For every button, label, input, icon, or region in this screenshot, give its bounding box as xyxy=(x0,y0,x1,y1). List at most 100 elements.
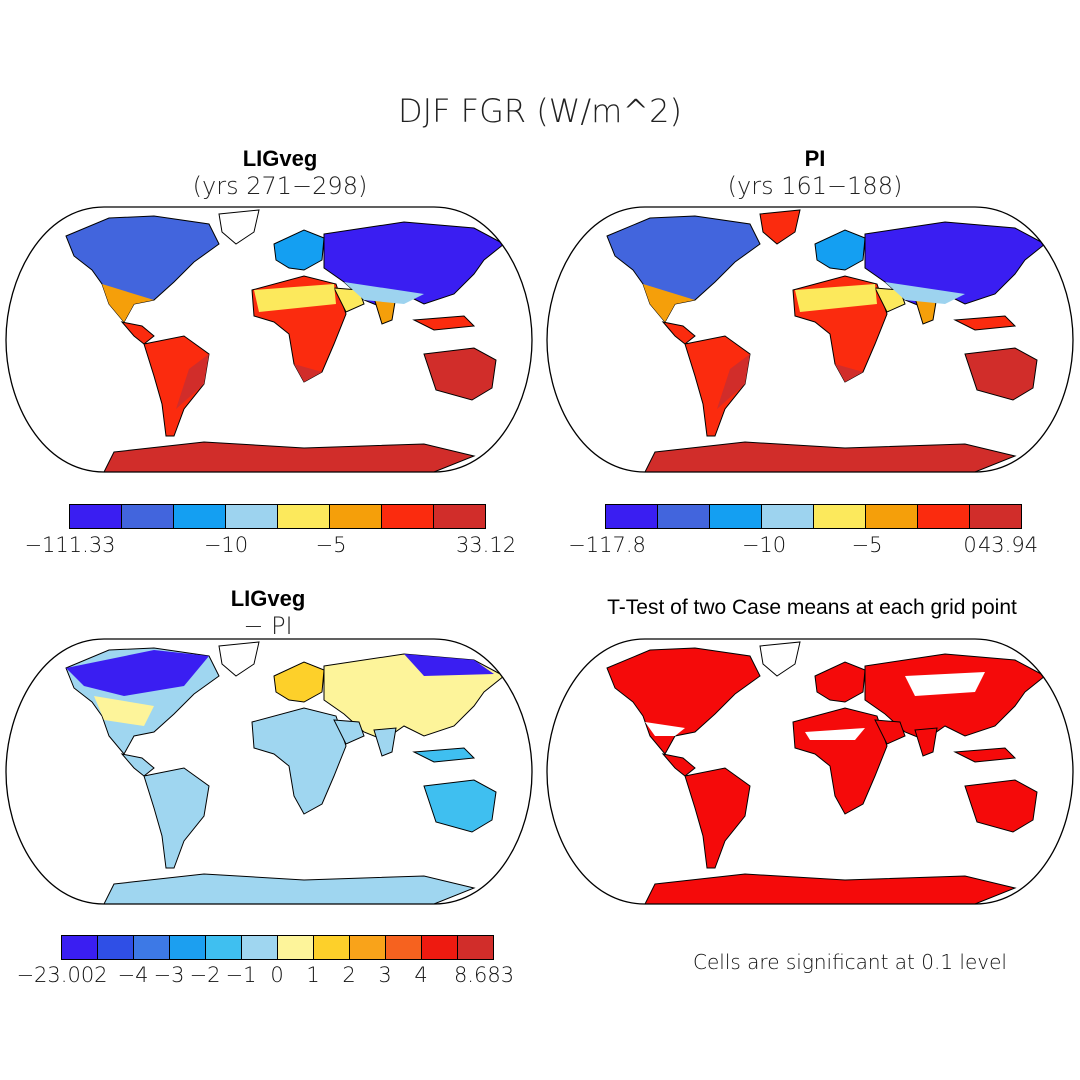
colorbar-swatch xyxy=(174,505,226,528)
colorbar-swatch xyxy=(70,505,122,528)
colorbar-swatch xyxy=(710,505,762,528)
panel-4-note: Cells are significant at 0.1 level xyxy=(693,950,1007,974)
colorbar-swatch xyxy=(970,505,1021,528)
map-antarctica xyxy=(644,441,1017,472)
map-samerica xyxy=(143,767,210,869)
colorbar-swatch xyxy=(458,936,493,959)
panel-1-subtitle: (yrs 271−298) xyxy=(192,172,368,200)
map-af-south xyxy=(835,364,863,382)
map-australia xyxy=(423,779,497,833)
panel-2-subtitle: (yrs 161−188) xyxy=(727,172,903,200)
map-central-asia xyxy=(885,282,965,304)
colorbar-swatch xyxy=(350,936,386,959)
map-greenland xyxy=(759,641,801,677)
map-sahara xyxy=(795,284,877,312)
map-antarctica xyxy=(103,441,476,472)
map-europe xyxy=(814,661,866,703)
panel-1-title: LIGveg xyxy=(242,146,318,171)
map-camerica xyxy=(661,753,696,777)
colorbar-swatch xyxy=(382,505,434,528)
colorbar-swatch xyxy=(62,936,98,959)
map-australia xyxy=(964,779,1038,833)
colorbar-swatch xyxy=(866,505,918,528)
colorbar-swatch xyxy=(762,505,814,528)
colorbar-swatch xyxy=(330,505,382,528)
map-samerica xyxy=(684,767,751,869)
colorbar-tick-label: −2 xyxy=(189,963,221,987)
colorbar-swatch xyxy=(226,505,278,528)
map-boundary xyxy=(546,638,1074,905)
panel-4-title: T-Test of two Case means at each grid po… xyxy=(607,596,1017,619)
colorbar-tick-label: −23.002 xyxy=(16,963,108,987)
map-australia xyxy=(964,347,1038,401)
colorbar-tick-label: 3 xyxy=(378,963,392,987)
panel-3-colorbar xyxy=(61,935,494,960)
colorbar-tick-label: −3 xyxy=(153,963,185,987)
map-central-asia xyxy=(344,282,424,304)
map-indonesia xyxy=(953,315,1017,331)
colorbar-tick-label: 8.683 xyxy=(453,963,515,987)
colorbar-tick-label: −10 xyxy=(203,533,249,557)
map-us-warm xyxy=(102,284,154,322)
map-camerica xyxy=(661,321,696,345)
map-india xyxy=(914,727,938,757)
colorbar-tick-label: 0 xyxy=(270,963,284,987)
colorbar-swatch xyxy=(98,936,134,959)
panel-1-colorbar xyxy=(69,504,486,529)
colorbar-tick-label: 1 xyxy=(306,963,320,987)
map-sa-south xyxy=(176,354,209,409)
map-greenland xyxy=(218,641,260,677)
panel-2-colorbar xyxy=(605,504,1022,529)
colorbar-swatch xyxy=(658,505,710,528)
colorbar-tick-label: −4 xyxy=(117,963,149,987)
map-camerica xyxy=(120,753,155,777)
colorbar-tick-label: −5 xyxy=(851,533,883,557)
map-arabia xyxy=(874,287,906,313)
map-india xyxy=(373,727,397,757)
panel-1-map xyxy=(5,206,533,473)
colorbar-tick-label: −1 xyxy=(225,963,257,987)
map-camerica xyxy=(120,321,155,345)
map-greenland xyxy=(218,209,260,245)
map-asia xyxy=(864,653,1046,741)
map-europe xyxy=(273,229,325,271)
map-siberia-cold xyxy=(404,654,494,676)
map-arabia xyxy=(333,287,365,313)
map-boundary xyxy=(546,206,1074,473)
map-greenland xyxy=(759,209,801,245)
map-samerica xyxy=(143,335,210,437)
colorbar-swatch xyxy=(918,505,970,528)
map-indonesia xyxy=(412,747,476,763)
colorbar-swatch xyxy=(422,936,458,959)
colorbar-swatch xyxy=(134,936,170,959)
colorbar-tick-label: 4 xyxy=(414,963,428,987)
map-antarctica xyxy=(103,873,476,904)
colorbar-tick-label: 43.94 xyxy=(977,533,1039,557)
colorbar-tick-label: 2 xyxy=(342,963,356,987)
colorbar-swatch xyxy=(814,505,866,528)
map-namerica xyxy=(606,647,761,755)
colorbar-swatch xyxy=(386,936,422,959)
map-us-warm xyxy=(643,284,695,322)
panel-2-title: PI xyxy=(804,146,826,171)
colorbar-swatch xyxy=(206,936,242,959)
colorbar-swatch xyxy=(278,936,314,959)
colorbar-tick-label: 33.12 xyxy=(455,533,517,557)
colorbar-swatch xyxy=(242,936,278,959)
map-af-south xyxy=(294,364,322,382)
colorbar-tick-label: −111.33 xyxy=(24,533,116,557)
colorbar-swatch xyxy=(606,505,658,528)
map-indonesia xyxy=(953,747,1017,763)
colorbar-swatch xyxy=(434,505,485,528)
map-africa xyxy=(251,707,347,815)
map-arabia xyxy=(333,719,365,745)
panel-3-map xyxy=(5,638,533,905)
panel-3-subtitle: − PI xyxy=(243,612,293,640)
map-arctic-cold xyxy=(66,650,209,696)
colorbar-tick-label: 0 xyxy=(963,533,977,557)
map-arabia xyxy=(874,719,906,745)
colorbar-swatch xyxy=(170,936,206,959)
map-sahara xyxy=(254,284,336,312)
map-nonsig-asia xyxy=(905,672,985,696)
map-boundary xyxy=(5,206,533,473)
